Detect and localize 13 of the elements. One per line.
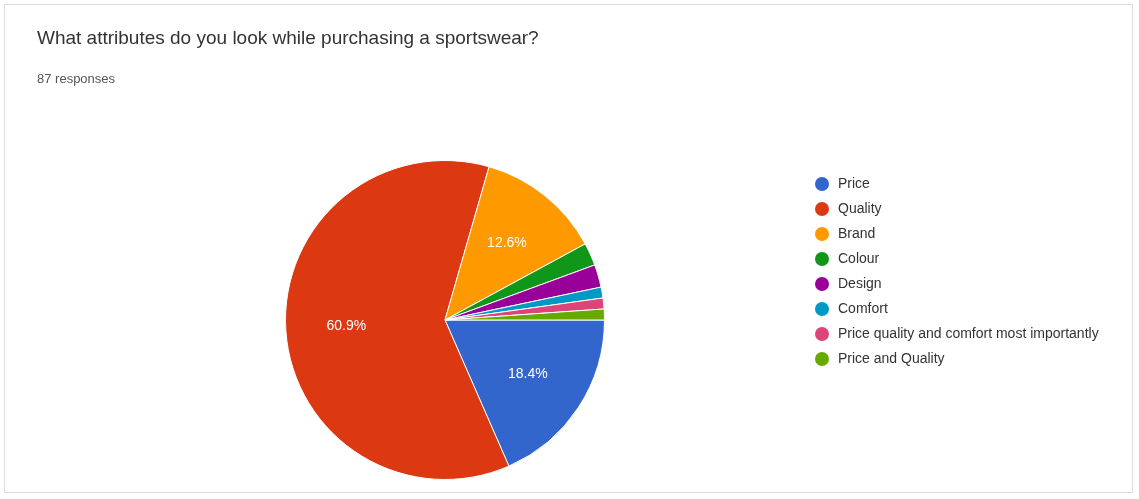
legend-label: Price quality and comfort most importantly [838, 324, 1099, 343]
legend-label: Brand [838, 224, 876, 243]
data-label: 12.6% [487, 233, 527, 250]
legend-label: Price [838, 174, 870, 193]
data-label: 60.9% [326, 317, 367, 334]
legend-label: Quality [838, 199, 882, 218]
legend-label: Comfort [838, 299, 888, 318]
legend-label: Colour [838, 249, 880, 268]
text: 87 responses [37, 71, 116, 86]
legend-label: Price and Quality [838, 349, 945, 368]
legend-label: Design [838, 274, 882, 293]
chart-title: What attributes do you look while purchasing a sportswear? [37, 27, 539, 49]
data-label: 18.4% [507, 364, 548, 381]
